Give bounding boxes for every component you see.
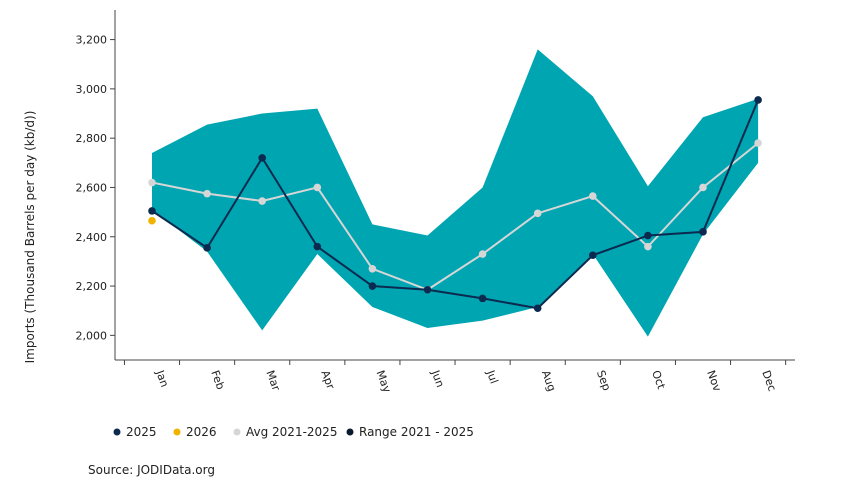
point-avg-2021-2025: [533, 209, 542, 218]
point-avg-2021-2025: [754, 139, 762, 147]
y-tick-label: 3,000: [76, 83, 108, 96]
x-tick-label: Jan: [153, 368, 171, 389]
point-avg-2021-2025: [644, 242, 652, 251]
point-avg-2021-2025: [478, 250, 487, 258]
point-avg-2021-2025: [258, 197, 267, 205]
range-band: [152, 49, 759, 337]
x-tick-label: Jun: [428, 368, 446, 390]
x-tick-label: Sep: [594, 369, 613, 393]
point-avg-2021-2025: [368, 265, 377, 273]
legend-label: 2025: [126, 425, 157, 439]
y-tick-label: 2,600: [76, 181, 108, 194]
source-note: Source: JODIData.org: [88, 463, 215, 477]
x-tick-label: Aug: [539, 369, 559, 394]
legend-marker: [113, 428, 121, 436]
axes: 2,000 2,200 2,400 2,600 2,800 3,000 3,200 Jan Fe…: [76, 10, 795, 395]
point-2025: [589, 251, 597, 260]
x-tick-label: Nov: [704, 369, 724, 394]
point-avg-2021-2025: [699, 183, 707, 192]
x-tick-label: Apr: [318, 369, 337, 392]
point-2025: [644, 231, 652, 240]
legend-label: Range 2021 - 2025: [359, 425, 474, 439]
x-tick-label: Feb: [208, 369, 227, 392]
series-line-avg-2021-2025: [151, 142, 759, 291]
point-2026: [148, 216, 156, 225]
point-avg-2021-2025: [148, 178, 156, 187]
point-2025: [754, 96, 762, 104]
point-avg-2021-2025: [203, 189, 211, 198]
x-tick-label: Oct: [649, 369, 668, 392]
legend-marker: [346, 428, 354, 436]
y-tick-label: 2,000: [76, 329, 108, 342]
point-2025: [423, 285, 432, 294]
y-tick-label: 2,400: [76, 231, 108, 244]
series-line-2025: [151, 99, 760, 310]
x-tick-label: Mar: [263, 369, 282, 393]
point-2025: [313, 242, 322, 251]
point-2025: [478, 294, 487, 303]
y-tick-label: 2,800: [76, 132, 108, 145]
legend-label: Avg 2021-2025: [246, 425, 337, 439]
point-2025: [533, 304, 542, 313]
legend: 2025 2026 Avg 2021-2025 Range 2021 - 2025: [113, 425, 474, 439]
point-2025: [203, 244, 211, 252]
range-layer: [152, 49, 759, 337]
series-layer: [148, 96, 762, 313]
legend-marker: [233, 428, 241, 436]
legend-marker: [173, 428, 181, 436]
point-avg-2021-2025: [589, 192, 597, 200]
point-avg-2021-2025: [313, 183, 322, 192]
legend-label: 2026: [186, 425, 217, 439]
point-2025: [368, 282, 377, 290]
x-tick-label: Jul: [483, 368, 500, 386]
y-axis-title: Imports (Thousand Barrels per day (kb/d)…: [23, 111, 37, 364]
y-tick-label: 3,200: [76, 34, 108, 47]
y-tick-label: 2,200: [76, 280, 108, 293]
point-2025: [258, 154, 267, 162]
x-tick-label: May: [374, 369, 394, 395]
point-2025: [699, 228, 707, 236]
x-tick-label: Dec: [759, 369, 779, 393]
point-2025: [148, 207, 156, 215]
